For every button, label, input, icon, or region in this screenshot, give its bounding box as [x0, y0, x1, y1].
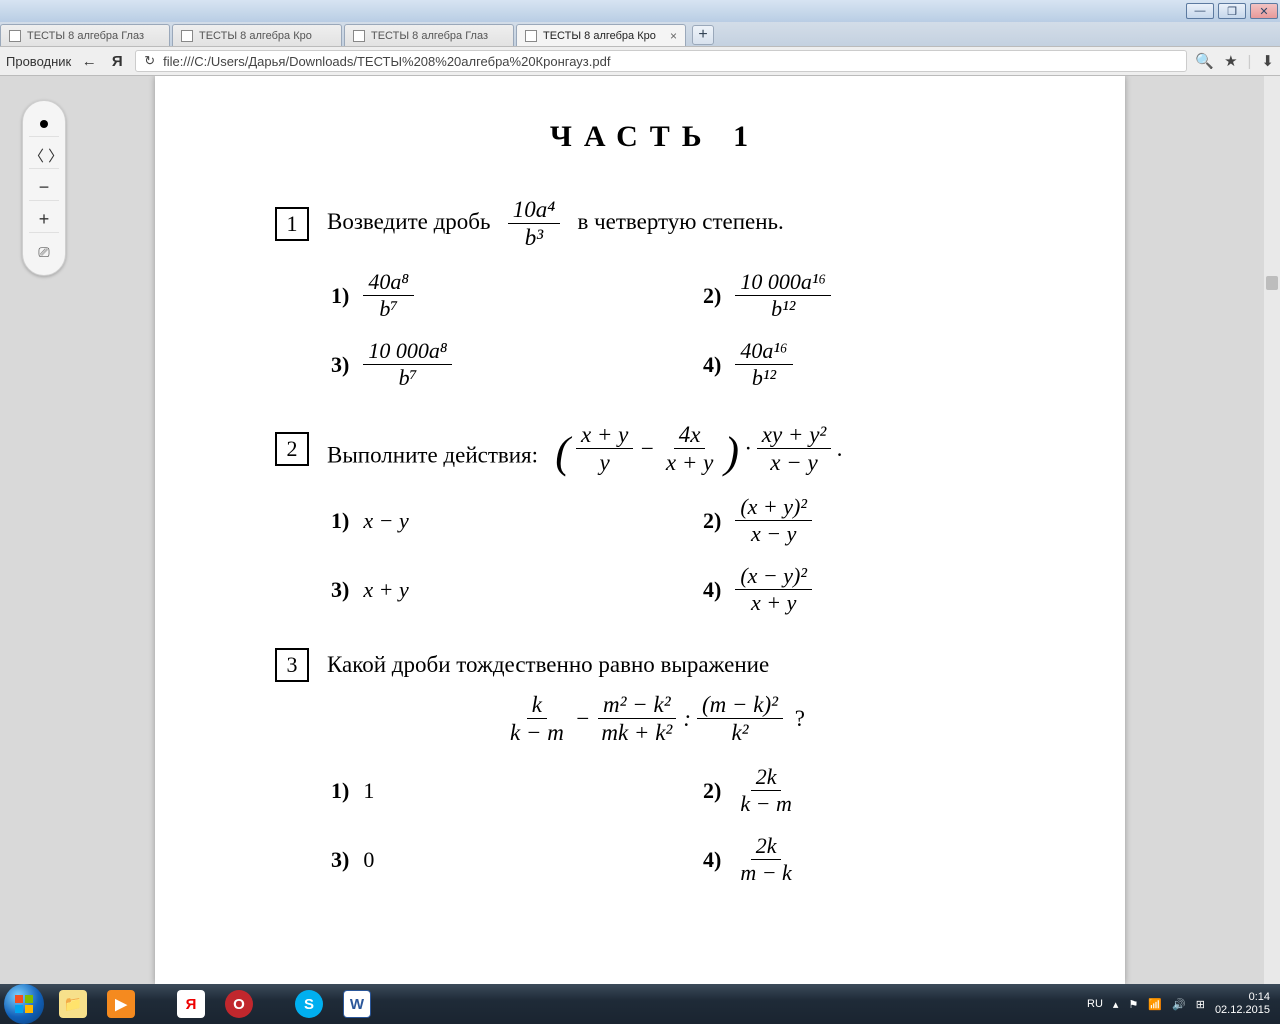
tray-network-icon[interactable]: 📶	[1148, 998, 1162, 1011]
pdf-viewer: 〈 〉 − + ⎚ ЧАСТЬ 1 1 Возведите дробь 10a⁴…	[0, 76, 1280, 984]
file-icon	[525, 30, 537, 42]
taskbar-app-word[interactable]: W	[334, 987, 380, 1021]
window-close-button[interactable]: ✕	[1250, 3, 1278, 19]
question-number: 3	[275, 648, 309, 682]
window-maximize-button[interactable]: ❐	[1218, 3, 1246, 19]
scrollbar[interactable]	[1264, 76, 1280, 984]
download-icon[interactable]: ⬇	[1261, 52, 1274, 70]
tab-close-icon[interactable]: ×	[670, 29, 677, 43]
answers-grid: 1)x − y 2)(x + y)²x − y 3)x + y 4)(x − y…	[331, 496, 1035, 614]
answers-grid: 1)40a⁸b⁷ 2)10 000a¹⁶b¹² 3)10 000a⁸b⁷ 4)4…	[331, 271, 1035, 389]
pdf-toolbar: 〈 〉 − + ⎚	[22, 100, 66, 276]
tray-app-icon[interactable]: ⊞	[1196, 998, 1205, 1011]
taskbar-app-opera[interactable]: O	[216, 987, 262, 1021]
question-text: Какой дроби тождественно равно выражение	[327, 652, 769, 678]
tab-title: ТЕСТЫ 8 алгебра Кро	[543, 30, 664, 42]
tab-title: ТЕСТЫ 8 алгебра Глаз	[27, 30, 161, 42]
part-title: ЧАСТЬ 1	[275, 120, 1035, 154]
url-field[interactable]: ↻ file:///C:/Users/Дарья/Downloads/ТЕСТЫ…	[135, 50, 1187, 72]
new-tab-button[interactable]: +	[692, 25, 714, 45]
browser-tabstrip: ТЕСТЫ 8 алгебра Глаз ТЕСТЫ 8 алгебра Кро…	[0, 22, 1280, 46]
window-titlebar: — ❐ ✕	[0, 0, 1280, 22]
taskbar: 📁 ▶ Я O S W RU ▴ ⚑ 📶 🔊 ⊞ 0:14 02.12.2015	[0, 984, 1280, 1024]
browser-tab[interactable]: ТЕСТЫ 8 алгебра Глаз	[0, 24, 170, 46]
taskbar-app-explorer[interactable]: 📁	[50, 987, 96, 1021]
system-tray: RU ▴ ⚑ 📶 🔊 ⊞ 0:14 02.12.2015	[1087, 991, 1276, 1017]
pdf-nav-arrows[interactable]: 〈 〉	[29, 143, 59, 169]
taskbar-app-media[interactable]: ▶	[98, 987, 144, 1021]
tab-title: ТЕСТЫ 8 алгебра Глаз	[371, 30, 505, 42]
back-button[interactable]: ←	[79, 51, 99, 71]
tray-up-icon[interactable]: ▴	[1113, 998, 1119, 1011]
question-1: 1 Возведите дробь 10a⁴b³ в четвертую сте…	[275, 198, 1035, 389]
address-bar: Проводник ← Я ↻ file:///C:/Users/Дарья/D…	[0, 46, 1280, 76]
tray-clock[interactable]: 0:14 02.12.2015	[1215, 991, 1270, 1017]
tray-volume-icon[interactable]: 🔊	[1172, 998, 1186, 1011]
question-expression: kk − m − m² − k²mk + k² : (m − k)²k² ?	[275, 692, 1035, 744]
window-minimize-button[interactable]: —	[1186, 3, 1214, 19]
question-text: Выполните действия: ( x + yy − 4xx + y )…	[327, 423, 843, 474]
file-icon	[181, 30, 193, 42]
start-button[interactable]	[4, 984, 44, 1024]
pdf-zoom-out[interactable]: −	[29, 175, 59, 201]
question-number: 2	[275, 432, 309, 466]
file-icon	[9, 30, 21, 42]
url-text: file:///C:/Users/Дарья/Downloads/ТЕСТЫ%2…	[163, 54, 610, 69]
scrollbar-thumb[interactable]	[1266, 276, 1278, 290]
pdf-fit-width[interactable]: ⎚	[29, 239, 59, 265]
bookmark-icon[interactable]: ★	[1224, 52, 1237, 70]
taskbar-app-yandex[interactable]: Я	[168, 987, 214, 1021]
explorer-label[interactable]: Проводник	[6, 54, 71, 69]
file-icon	[353, 30, 365, 42]
answers-grid: 1)1 2)2kk − m 3)0 4)2km − k	[331, 766, 1035, 884]
question-text: Возведите дробь 10a⁴b³ в четвертую степе…	[327, 198, 784, 249]
browser-tab-active[interactable]: ТЕСТЫ 8 алгебра Кро ×	[516, 24, 686, 46]
pdf-page-indicator[interactable]	[29, 111, 59, 137]
zoom-icon[interactable]: 🔍	[1195, 52, 1214, 70]
question-2: 2 Выполните действия: ( x + yy − 4xx + y…	[275, 423, 1035, 614]
tray-language[interactable]: RU	[1087, 998, 1103, 1010]
tab-title: ТЕСТЫ 8 алгебра Кро	[199, 30, 333, 42]
reload-icon[interactable]: ↻	[144, 53, 155, 69]
browser-tab[interactable]: ТЕСТЫ 8 алгебра Кро	[172, 24, 342, 46]
pdf-zoom-in[interactable]: +	[29, 207, 59, 233]
question-3: 3 Какой дроби тождественно равно выражен…	[275, 648, 1035, 884]
tray-flag-icon[interactable]: ⚑	[1128, 998, 1138, 1011]
yandex-logo[interactable]: Я	[107, 51, 127, 71]
question-number: 1	[275, 207, 309, 241]
taskbar-app-skype[interactable]: S	[286, 987, 332, 1021]
browser-tab[interactable]: ТЕСТЫ 8 алгебра Глаз	[344, 24, 514, 46]
pdf-page: ЧАСТЬ 1 1 Возведите дробь 10a⁴b³ в четве…	[155, 76, 1125, 984]
